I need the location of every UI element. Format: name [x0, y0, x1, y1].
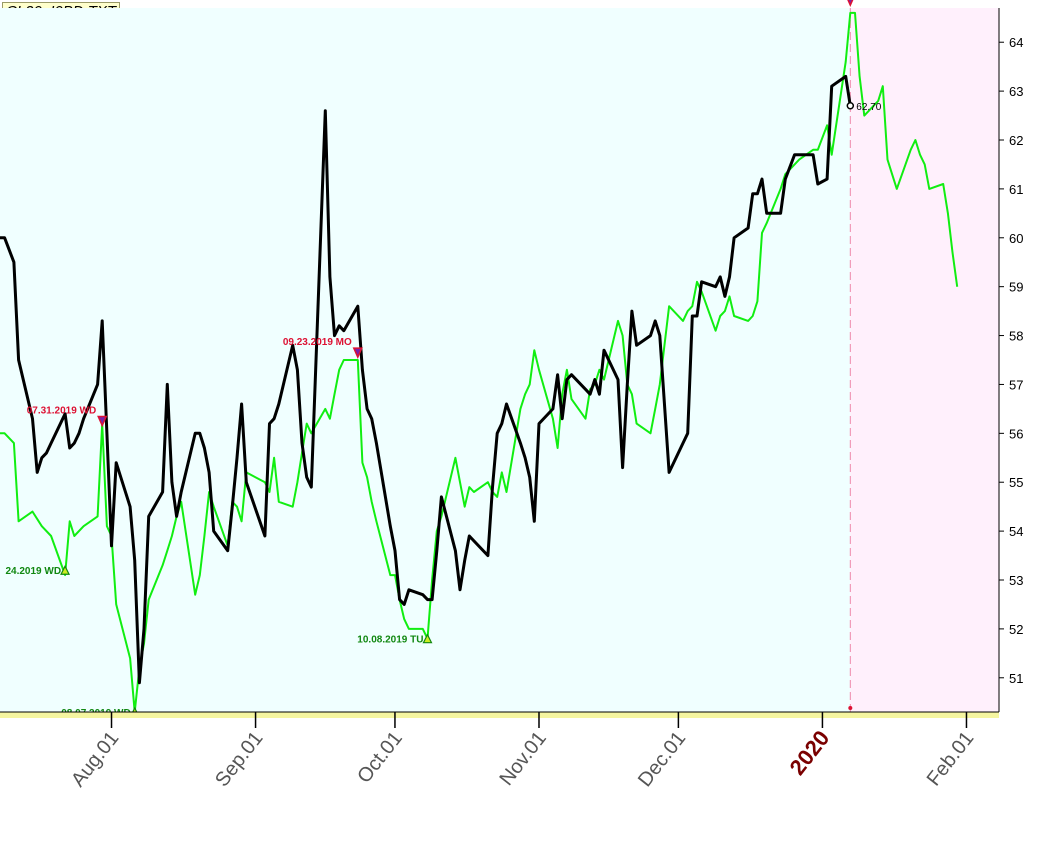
- low-arrow-marker: [60, 564, 71, 575]
- y-tick-label: 51: [1009, 671, 1023, 686]
- y-tick-label: 59: [1009, 280, 1023, 295]
- high-arrow-marker: [847, 0, 854, 7]
- y-tick-label: 53: [1009, 573, 1023, 588]
- series-lines: 62.70: [0, 11, 959, 713]
- forecast-background: [850, 8, 999, 712]
- today-divider-dot: [848, 706, 853, 710]
- y-tick-label: 56: [1009, 426, 1023, 441]
- x-tick-label: Feb.01: [923, 728, 979, 791]
- last-value-marker: [846, 102, 855, 110]
- low-arrow-marker: [422, 633, 433, 644]
- last-value-label: 62.70: [856, 102, 881, 113]
- low-annotation-label: 10.08.2019 TU: [357, 635, 423, 646]
- x-tick-label: 2020: [785, 726, 835, 780]
- high-annotation-label: 07.31.2019 WD: [27, 406, 97, 417]
- x-tick-label: Aug.01: [67, 728, 123, 791]
- y-tick-label: 52: [1009, 622, 1023, 637]
- x-axis-ruler: [0, 712, 999, 718]
- high-arrow-marker: [352, 347, 363, 359]
- high-arrow-marker: [97, 415, 108, 428]
- x-axis: Aug.01 Sep.01 Oct.01 Nov.01 Dec.01 2020 Feb.01: [0, 711, 999, 791]
- low-annotation-label: 24.2019 WD: [5, 566, 61, 577]
- projection-line: [0, 11, 959, 713]
- x-tick-label: Dec.01: [634, 728, 690, 791]
- y-tick-label: 55: [1009, 475, 1023, 490]
- chart-background: [0, 8, 999, 712]
- y-tick-label: 57: [1009, 377, 1023, 392]
- history-background: [0, 8, 851, 712]
- y-tick-label: 61: [1009, 182, 1023, 197]
- y-tick-label: 54: [1009, 524, 1023, 539]
- y-tick-label: 63: [1009, 84, 1023, 99]
- y-tick-label: 64: [1009, 35, 1023, 50]
- high-annotation-label: 09.23.2019 MO: [283, 337, 352, 348]
- price-line: [0, 74, 852, 685]
- x-tick-label: Oct.01: [353, 728, 407, 788]
- y-tick-label: 60: [1009, 231, 1023, 246]
- y-axis: 51 52 53 54 55 56 57 58 59 60 61 62 63 64: [998, 8, 1023, 712]
- x-tick-label: Nov.01: [495, 728, 550, 790]
- y-tick-label: 58: [1009, 329, 1023, 344]
- x-tick-label: Sep.01: [211, 728, 267, 791]
- y-tick-label: 62: [1009, 133, 1023, 148]
